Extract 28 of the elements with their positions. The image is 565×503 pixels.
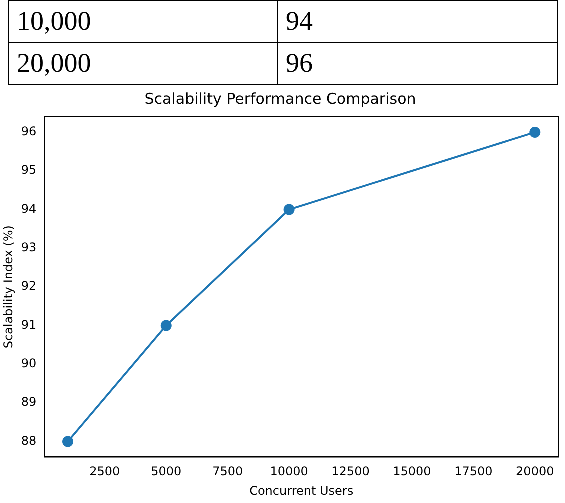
- text: 96: [278, 42, 558, 84]
- y-tick-label: 95: [21, 163, 37, 178]
- y-axis-title: Scalability Index (%): [1, 226, 16, 349]
- y-tick-label: 96: [21, 124, 37, 139]
- x-tick-label: 10000: [270, 464, 308, 479]
- y-tick-label: 88: [21, 434, 37, 448]
- point: [530, 126, 541, 138]
- x-tick-label: 20000: [516, 464, 554, 479]
- x-tick-label: 12500: [332, 464, 370, 479]
- x-tick-label: 15000: [393, 464, 432, 479]
- y-tick-label: 90: [21, 356, 37, 371]
- point: [284, 204, 295, 216]
- text: 94: [278, 0, 558, 42]
- y-tick-label: 94: [21, 202, 37, 216]
- y-tick-label: 91: [21, 318, 37, 332]
- x-tick-label: 2500: [90, 464, 120, 479]
- text: 20,000: [8, 42, 278, 84]
- point: [160, 320, 172, 332]
- y-tick-label: 92: [21, 279, 37, 294]
- chart-title: Scalability Performance Comparison: [144, 90, 416, 108]
- x-axis-title: Concurrent Users: [250, 484, 354, 498]
- x-tick-label: 7500: [212, 464, 244, 479]
- y-tick-label: 93: [21, 240, 37, 255]
- y-tick-label: 89: [21, 395, 37, 410]
- text: 10,000: [8, 0, 278, 42]
- x-tick-label: 17500: [454, 464, 493, 479]
- point: [62, 436, 74, 448]
- x-tick-label: 5000: [151, 464, 182, 479]
